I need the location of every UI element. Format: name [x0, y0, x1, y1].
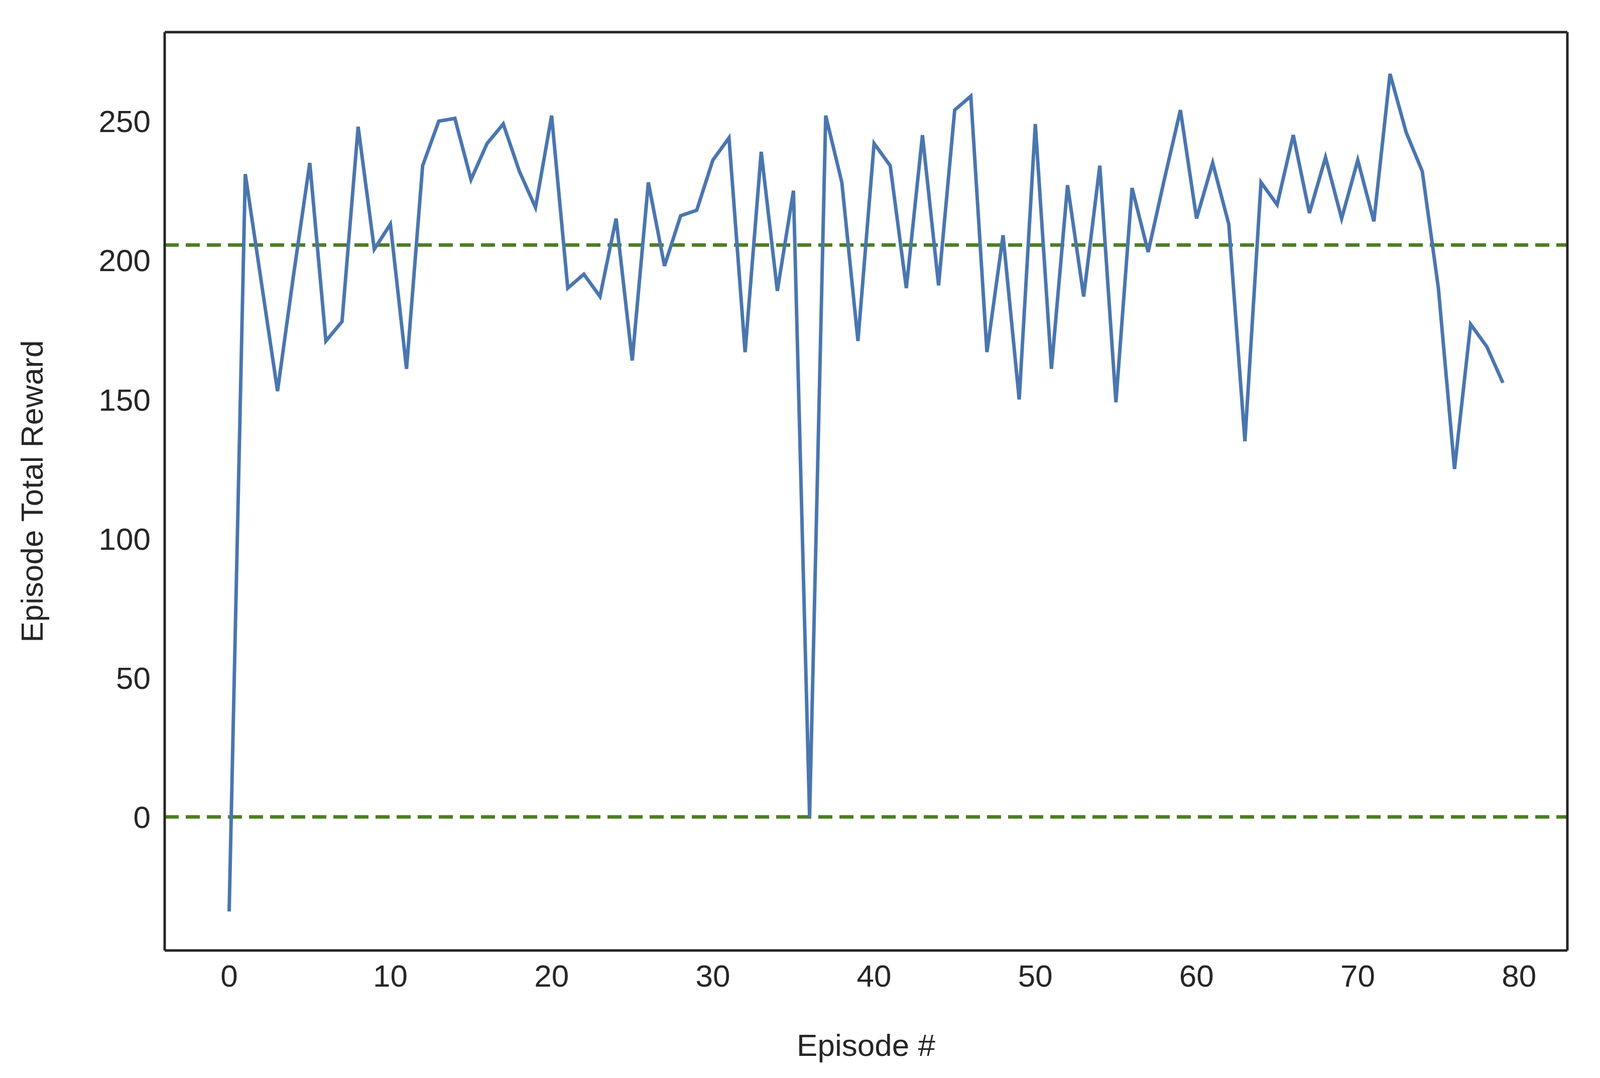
svg-text:Episode Total Reward: Episode Total Reward	[14, 340, 50, 643]
svg-text:150: 150	[98, 382, 151, 418]
svg-text:10: 10	[373, 958, 408, 994]
svg-text:80: 80	[1501, 958, 1537, 994]
svg-text:70: 70	[1340, 958, 1376, 994]
svg-text:20: 20	[534, 958, 569, 994]
svg-text:60: 60	[1179, 958, 1214, 994]
svg-text:30: 30	[695, 958, 730, 994]
svg-text:200: 200	[98, 242, 151, 278]
svg-text:50: 50	[1018, 958, 1053, 994]
svg-text:40: 40	[856, 958, 892, 994]
svg-text:50: 50	[115, 660, 151, 696]
svg-text:100: 100	[98, 521, 151, 557]
svg-text:250: 250	[98, 103, 151, 139]
svg-text:Episode #: Episode #	[796, 1027, 936, 1063]
svg-text:0: 0	[133, 799, 151, 835]
svg-text:0: 0	[220, 958, 238, 994]
